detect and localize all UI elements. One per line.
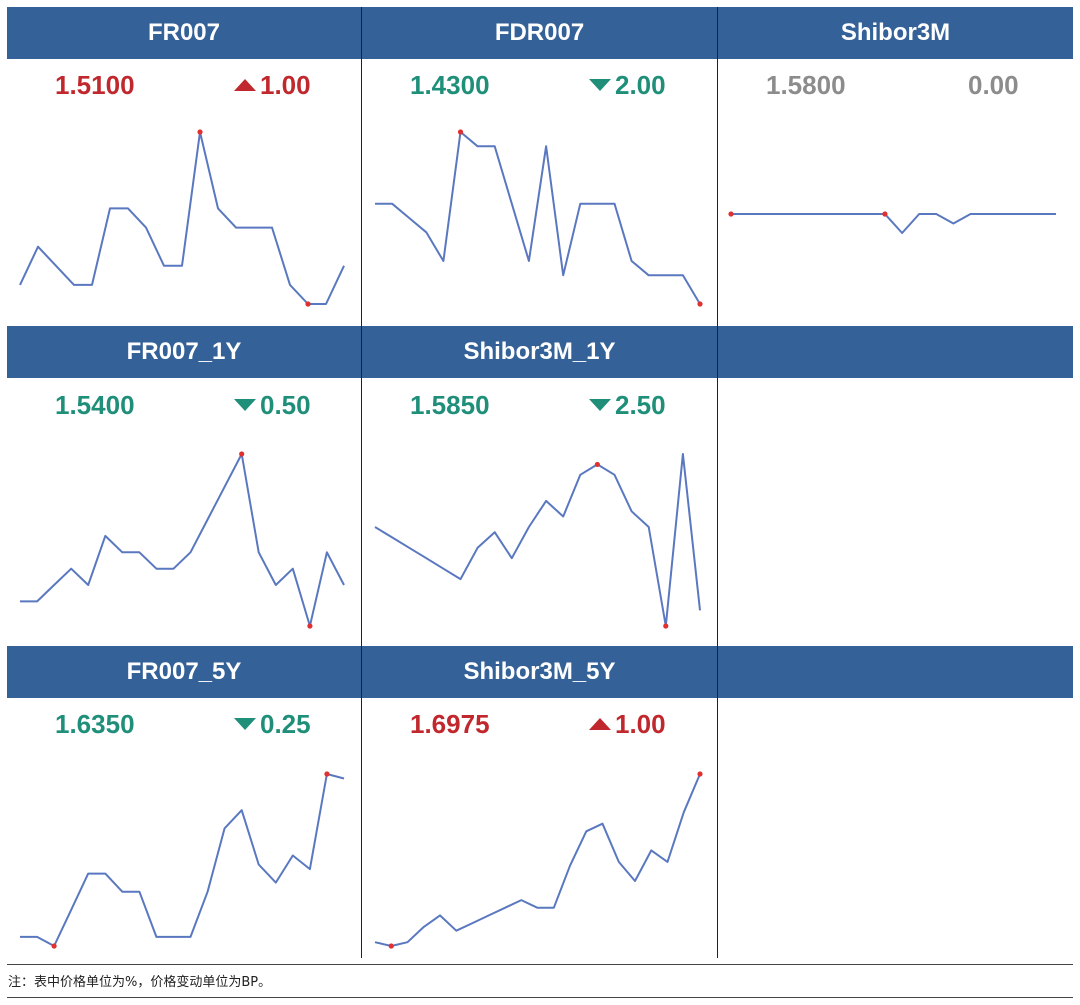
current-value: 1.6350 bbox=[55, 709, 135, 739]
change-text: 0.50 bbox=[260, 390, 311, 420]
series-line bbox=[375, 131, 701, 305]
change-text: 0.00 bbox=[968, 70, 1019, 100]
max-point-marker bbox=[594, 461, 600, 468]
current-value: 1.4300 bbox=[410, 70, 490, 100]
sparkline-chart bbox=[20, 451, 345, 629]
max-point-marker bbox=[457, 129, 464, 135]
sparkline-chart bbox=[375, 129, 703, 307]
sparkline-chart bbox=[728, 211, 1056, 234]
sparkline-chart bbox=[19, 129, 345, 307]
min-point-marker bbox=[305, 301, 311, 307]
triangle-down-icon bbox=[589, 399, 611, 412]
triangle-up-icon bbox=[234, 79, 256, 92]
change-value: 2.50 bbox=[589, 390, 666, 421]
change-text: 0.25 bbox=[260, 709, 311, 739]
max-point-marker bbox=[728, 211, 734, 217]
panel-title: FR007_5Y bbox=[126, 658, 242, 685]
series-line bbox=[374, 453, 701, 627]
current-value: 1.5400 bbox=[55, 390, 135, 420]
current-value: 1.5850 bbox=[410, 390, 490, 420]
max-point-marker bbox=[697, 771, 703, 777]
max-point-marker bbox=[324, 771, 330, 777]
change-text: 1.00 bbox=[615, 709, 666, 739]
triangle-down-icon bbox=[234, 399, 256, 412]
panel-title: Shibor3M bbox=[840, 19, 951, 46]
panel-title: Shibor3M_5Y bbox=[463, 658, 616, 685]
triangle-down-icon bbox=[589, 79, 611, 92]
current-value: 1.5100 bbox=[55, 70, 135, 100]
panel-title: Shibor3M_1Y bbox=[463, 338, 616, 365]
sparkline-chart bbox=[374, 453, 701, 629]
triangle-up-icon bbox=[589, 718, 611, 731]
series-line bbox=[20, 773, 345, 947]
panel-header: Shibor3M_1Y bbox=[362, 326, 717, 378]
panel-header: FR007 bbox=[7, 7, 361, 59]
panel-header: FR007_5Y bbox=[7, 646, 361, 698]
change-text: 2.00 bbox=[615, 70, 666, 100]
panel-header: FDR007 bbox=[362, 7, 717, 59]
max-point-marker bbox=[197, 129, 203, 135]
triangle-down-icon bbox=[234, 718, 256, 731]
footnote: 注：表中价格单位为%，价格变动单位为BP。 bbox=[8, 975, 272, 990]
change-value: 0.00 bbox=[968, 70, 1019, 101]
min-point-marker bbox=[307, 623, 313, 629]
panel-title: FDR007 bbox=[494, 19, 585, 46]
table-bottom-rule bbox=[7, 964, 1073, 965]
panel-title: FR007_1Y bbox=[126, 338, 242, 365]
series-line bbox=[20, 453, 345, 627]
change-value: 0.25 bbox=[234, 709, 311, 740]
panel-title: FR007 bbox=[147, 19, 221, 46]
series-line bbox=[731, 213, 1056, 234]
min-point-marker bbox=[388, 943, 394, 949]
note-bottom-rule bbox=[7, 997, 1073, 998]
column-divider bbox=[717, 7, 718, 958]
series-line bbox=[374, 773, 701, 947]
min-point-marker bbox=[663, 623, 669, 629]
min-point-marker bbox=[51, 943, 57, 949]
change-value: 0.50 bbox=[234, 390, 311, 421]
change-value: 2.00 bbox=[589, 70, 666, 101]
min-point-marker bbox=[697, 301, 703, 307]
column-divider bbox=[361, 7, 362, 958]
empty-header-cell bbox=[718, 646, 1073, 698]
sparkline-chart bbox=[20, 771, 345, 949]
panel-header: Shibor3M_5Y bbox=[362, 646, 717, 698]
max-point-marker bbox=[239, 451, 245, 457]
current-value: 1.5800 bbox=[766, 70, 846, 100]
min-point-marker bbox=[882, 211, 888, 217]
change-text: 2.50 bbox=[615, 390, 666, 420]
change-text: 1.00 bbox=[260, 70, 311, 100]
series-line bbox=[19, 131, 345, 305]
empty-header-cell bbox=[718, 326, 1073, 378]
sparkline-chart bbox=[374, 771, 703, 949]
panel-header: FR007_1Y bbox=[7, 326, 361, 378]
current-value: 1.6975 bbox=[410, 709, 490, 739]
change-value: 1.00 bbox=[234, 70, 311, 101]
change-value: 1.00 bbox=[589, 709, 666, 740]
panel-header: Shibor3M bbox=[718, 7, 1073, 59]
